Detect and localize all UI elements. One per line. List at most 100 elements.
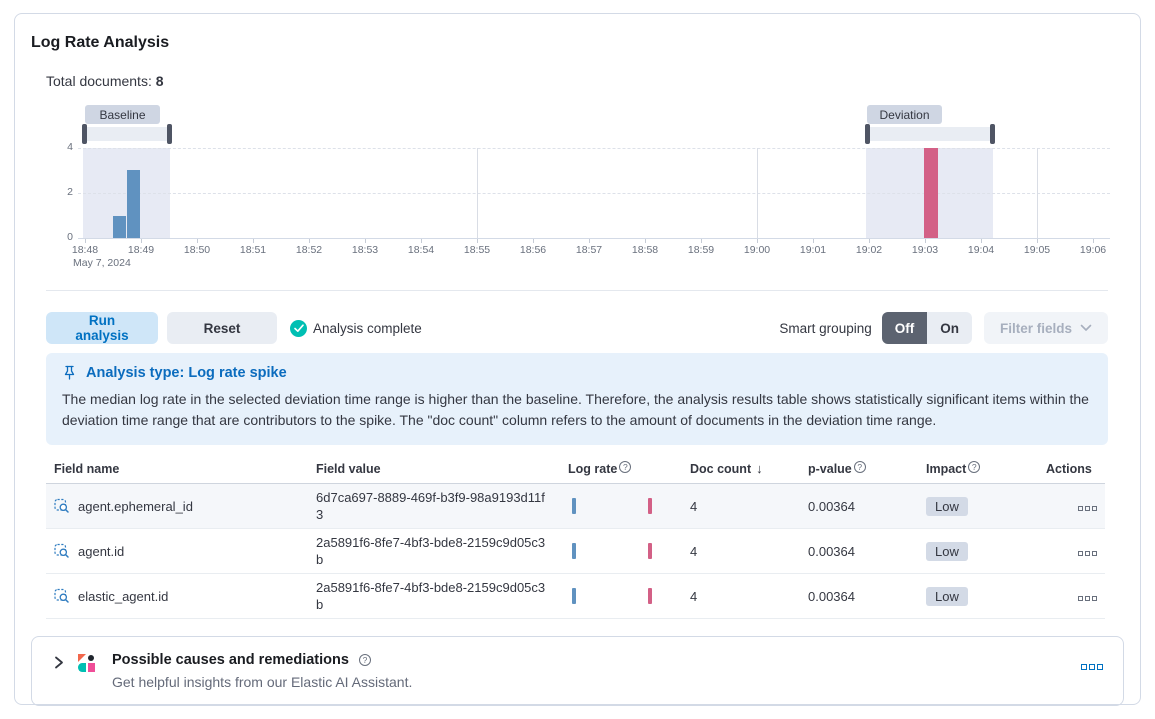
log-rate-info-icon[interactable]: ?	[619, 461, 632, 473]
x-axis-line	[78, 238, 1110, 239]
insights-subtitle: Get helpful insights from our Elastic AI…	[112, 674, 413, 690]
impact-badge: Low	[926, 496, 968, 516]
field-name: agent.id	[78, 543, 125, 559]
insights-actions-icon[interactable]	[1081, 664, 1103, 670]
total-documents-value: 8	[155, 73, 164, 89]
y-tick: 4	[67, 141, 73, 153]
doc-count-value: 4	[682, 573, 800, 619]
x-tick: 19:00	[743, 244, 771, 256]
analysis-toolbar: Run analysis Reset Analysis complete Sma…	[46, 312, 1108, 344]
reset-button[interactable]: Reset	[167, 312, 277, 344]
x-tick: 19:03	[911, 244, 939, 256]
filter-field-icon[interactable]	[54, 588, 70, 604]
baseline-brush-left-handle[interactable]	[82, 124, 87, 144]
x-tick: 19:04	[967, 244, 995, 256]
x-tick: 18:56	[519, 244, 547, 256]
toolbar-right: Smart grouping Off On Filter fields	[779, 312, 1108, 344]
smart-grouping-toggle: Off On	[881, 312, 972, 344]
x-tick: 19:02	[855, 244, 883, 256]
callout-title: Analysis type: Log rate spike	[86, 365, 287, 381]
analysis-type-callout: Analysis type: Log rate spike The median…	[46, 353, 1108, 445]
row-actions-icon[interactable]	[1078, 505, 1097, 511]
gridline-4	[78, 148, 1110, 149]
column-impact[interactable]: Impact?	[918, 455, 1038, 484]
p-value: 0.00364	[800, 483, 918, 529]
deviation-brush[interactable]	[865, 124, 995, 144]
baseline-brush[interactable]	[82, 124, 172, 144]
field-value: 2a5891f6-8fe7-4bf3-bde8-2159c9d05c3b	[316, 535, 546, 567]
column-field-value[interactable]: Field value	[308, 455, 560, 484]
analysis-results-table: Field name Field value Log rate? Doc cou…	[46, 455, 1105, 619]
field-value: 2a5891f6-8fe7-4bf3-bde8-2159c9d05c3b	[316, 580, 546, 612]
table-row[interactable]: agent.ephemeral_id 6d7ca697-8889-469f-b3…	[46, 483, 1105, 529]
gridline-1905	[1037, 148, 1038, 238]
field-value: 6d7ca697-8889-469f-b3f9-98a9193d11f3	[316, 490, 545, 522]
row-actions-icon[interactable]	[1078, 595, 1097, 601]
ai-assistant-icon	[78, 654, 96, 673]
column-doc-count[interactable]: Doc count ↓	[682, 455, 800, 484]
gridline-2	[78, 193, 1110, 194]
callout-title-row: Analysis type: Log rate spike	[62, 365, 1092, 381]
insights-help-icon[interactable]: ?	[358, 654, 371, 666]
x-tick: 18:55	[463, 244, 491, 256]
deviation-bar	[924, 148, 938, 238]
x-axis-date: May 7, 2024	[73, 257, 131, 269]
filter-fields-button[interactable]: Filter fields	[983, 312, 1108, 344]
field-name: agent.ephemeral_id	[78, 498, 193, 514]
column-field-name[interactable]: Field name	[46, 455, 308, 484]
impact-info-icon[interactable]: ?	[968, 461, 981, 473]
deviation-brush-left-handle[interactable]	[865, 124, 870, 144]
smart-grouping-label: Smart grouping	[779, 320, 872, 336]
x-tick: 19:01	[799, 244, 827, 256]
total-documents: Total documents: 8	[46, 73, 1124, 89]
filter-field-icon[interactable]	[54, 498, 70, 514]
x-tick: 18:52	[295, 244, 323, 256]
analysis-status: Analysis complete	[290, 319, 422, 337]
column-p-value[interactable]: p-value?	[800, 455, 918, 484]
x-tick: 19:05	[1023, 244, 1051, 256]
p-value-info-icon[interactable]: ?	[853, 461, 866, 473]
pin-icon	[64, 365, 75, 380]
p-value: 0.00364	[800, 528, 918, 574]
insights-title: Possible causes and remediations	[112, 652, 349, 668]
document-count-chart: Baseline Deviation 4 2 0 18:48 18:49 18:…	[31, 103, 1124, 269]
filter-fields-label: Filter fields	[999, 320, 1072, 336]
filter-field-icon[interactable]	[54, 543, 70, 559]
x-tick: 18:53	[351, 244, 379, 256]
field-name: elastic_agent.id	[78, 588, 169, 604]
analysis-status-label: Analysis complete	[313, 320, 422, 336]
x-tick: 18:49	[127, 244, 155, 256]
table-row[interactable]: elastic_agent.id 2a5891f6-8fe7-4bf3-bde8…	[46, 573, 1105, 619]
impact-badge: Low	[926, 586, 968, 606]
column-actions: Actions	[1038, 455, 1105, 484]
sort-desc-icon[interactable]: ↓	[756, 461, 763, 476]
doc-count-value: 4	[682, 528, 800, 574]
p-value: 0.00364	[800, 573, 918, 619]
row-actions-icon[interactable]	[1078, 550, 1097, 556]
chevron-right-icon[interactable]	[52, 656, 65, 669]
deviation-badge: Deviation	[867, 105, 942, 124]
baseline-bar-1	[113, 216, 126, 238]
page-title: Log Rate Analysis	[31, 34, 170, 51]
x-tick: 18:58	[631, 244, 659, 256]
check-circle-icon	[290, 319, 307, 337]
run-analysis-button[interactable]: Run analysis	[46, 312, 158, 344]
x-tick: 18:59	[687, 244, 715, 256]
gridline-1900	[757, 148, 758, 238]
baseline-brush-right-handle[interactable]	[167, 124, 172, 144]
y-tick: 2	[67, 186, 73, 198]
insights-panel[interactable]: Possible causes and remediations ? Get h…	[31, 636, 1124, 706]
table-row[interactable]: agent.id 2a5891f6-8fe7-4bf3-bde8-2159c9d…	[46, 528, 1105, 574]
x-tick: 19:06	[1079, 244, 1107, 256]
chevron-down-icon	[1080, 324, 1092, 331]
smart-grouping-off[interactable]: Off	[881, 312, 928, 344]
deviation-brush-right-handle[interactable]	[990, 124, 995, 144]
callout-body: The median log rate in the selected devi…	[62, 391, 1089, 428]
doc-count-value: 4	[682, 483, 800, 529]
log-rate-mini-chart	[568, 496, 674, 516]
x-tick: 18:57	[575, 244, 603, 256]
y-tick: 0	[67, 231, 73, 243]
smart-grouping-on[interactable]: On	[927, 312, 972, 344]
column-log-rate[interactable]: Log rate?	[560, 455, 682, 484]
log-rate-mini-chart	[568, 541, 674, 561]
